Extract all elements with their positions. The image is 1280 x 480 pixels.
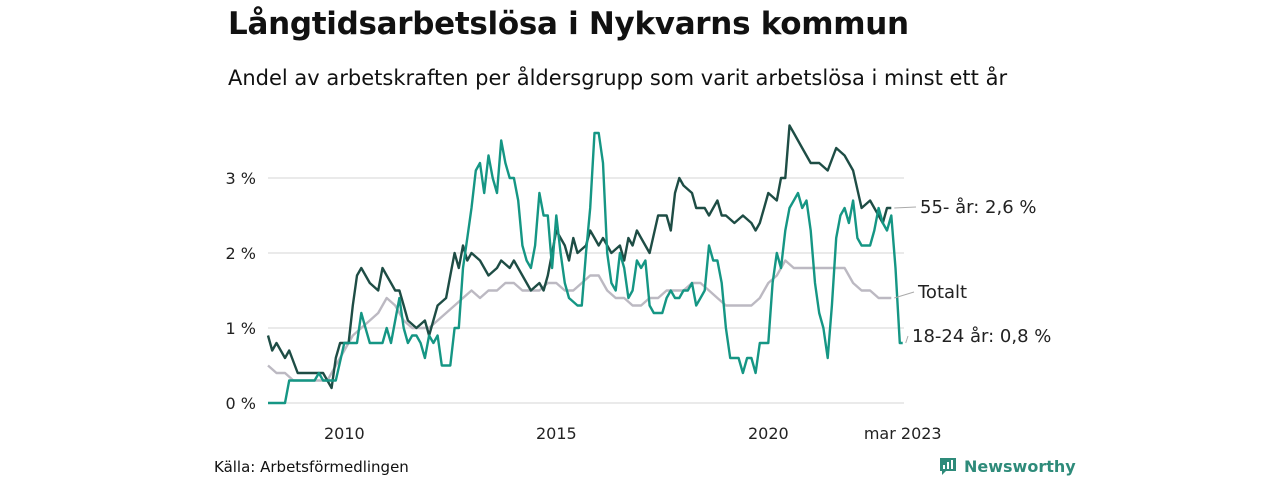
brand-logo: Newsworthy	[938, 456, 1076, 476]
label-connector	[894, 291, 915, 299]
series-line	[267, 259, 892, 382]
series-line	[266, 124, 892, 390]
y-tick-label: 1 %	[226, 319, 256, 338]
label-connector	[894, 206, 917, 209]
y-axis-ticks: 0 % 1 % 2 % 3 %	[226, 169, 256, 413]
y-tick-label: 3 %	[226, 169, 256, 188]
x-axis-ticks: 2010 2015 2020 mar 2023	[324, 424, 942, 443]
newsworthy-logo-icon	[940, 458, 956, 475]
series-end-label: 55- år: 2,6 %	[920, 197, 1036, 218]
chart-subtitle: Andel av arbetskraften per åldersgrupp s…	[228, 66, 1008, 90]
series-line	[268, 131, 903, 405]
series-end-label: Totalt	[917, 282, 967, 303]
x-tick-label: mar 2023	[864, 424, 942, 443]
series-end-label: 18-24 år: 0,8 %	[912, 326, 1051, 347]
source-note: Källa: Arbetsförmedlingen	[214, 458, 409, 476]
x-tick-label: 2020	[748, 424, 789, 443]
chart-title: Långtidsarbetslösa i Nykvarns kommun	[228, 6, 909, 42]
brand-name: Newsworthy	[964, 456, 1076, 476]
x-tick-label: 2015	[536, 424, 577, 443]
y-tick-label: 2 %	[226, 244, 256, 263]
label-connector	[905, 335, 909, 344]
series-lines	[266, 124, 903, 405]
x-tick-label: 2010	[324, 424, 365, 443]
end-labels: Totalt 55- år: 2,6 % 18-24 år: 0,8 %	[894, 197, 1051, 347]
y-tick-label: 0 %	[226, 394, 256, 413]
